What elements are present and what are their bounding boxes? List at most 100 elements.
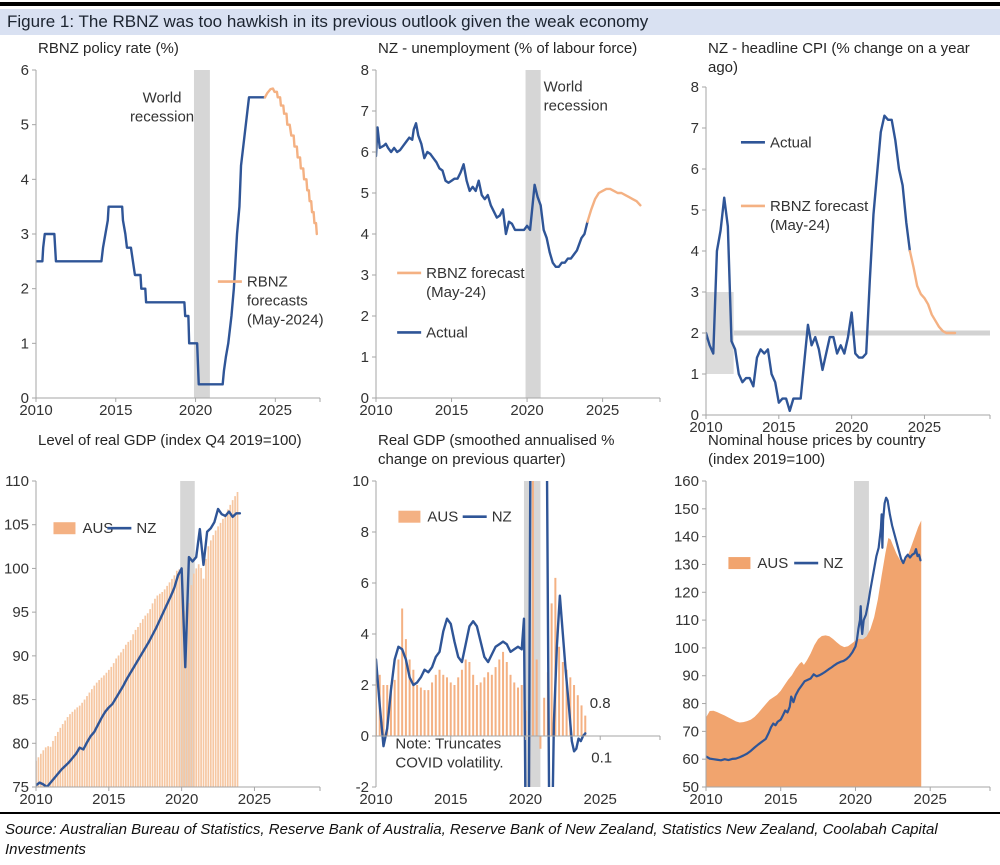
legend-item: Actual bbox=[740, 134, 812, 151]
chart-nz-headline-cpi: NZ - headline CPI (% change on a year ag… bbox=[670, 35, 1000, 436]
svg-text:75: 75 bbox=[12, 779, 29, 796]
svg-text:NZ: NZ bbox=[823, 555, 843, 572]
rbnz-policy-rate-plot: 0 1 2 3 4 5 6 2010 2015 2020 2025 RBNZ forecasts (May… bbox=[19, 62, 323, 419]
annotation: World recession bbox=[130, 89, 194, 125]
legend-item: AUS bbox=[728, 555, 788, 572]
recession-band bbox=[525, 70, 541, 398]
svg-text:7: 7 bbox=[691, 120, 699, 137]
svg-text:NZ: NZ bbox=[136, 520, 156, 537]
svg-text:5: 5 bbox=[361, 185, 369, 202]
svg-text:0: 0 bbox=[361, 728, 369, 745]
svg-text:2020: 2020 bbox=[179, 402, 212, 419]
svg-text:AUS: AUS bbox=[82, 520, 113, 537]
svg-text:160: 160 bbox=[674, 473, 699, 490]
svg-text:90: 90 bbox=[12, 648, 29, 665]
svg-text:NZ: NZ bbox=[492, 509, 512, 526]
real-gdp-growth-plot: -2 0 2 4 6 8 10 2010 2015 2020 2025 AUS NZ 0.8 0.1 Note… bbox=[352, 473, 661, 808]
source-note: Source: Australian Bureau of Statistics,… bbox=[5, 821, 938, 858]
svg-text:8: 8 bbox=[361, 524, 369, 541]
axes: 50 60 70 80 90 100 110 120 130 140 150 160 2010 2015 2… bbox=[674, 473, 991, 808]
annotation: Note: Truncates COVID volatility. bbox=[395, 736, 503, 772]
svg-text:110: 110 bbox=[675, 612, 699, 629]
svg-text:2010: 2010 bbox=[689, 419, 722, 436]
figure-title-band: Figure 1: The RBNZ was too hawkish in it… bbox=[0, 9, 1000, 35]
chart-title: Nominal house prices by country (index 2… bbox=[708, 432, 926, 468]
svg-text:4: 4 bbox=[361, 226, 369, 243]
svg-text:95: 95 bbox=[12, 604, 29, 621]
inflation-target-band bbox=[706, 292, 734, 374]
svg-text:2025: 2025 bbox=[914, 791, 947, 808]
chart-real-gdp-level: Level of real GDP (index Q4 2019=100) 75… bbox=[0, 427, 340, 811]
legend-item: RBNZ forecast (May-24) bbox=[740, 198, 869, 234]
series-rbnz-forecasts-may-2024- bbox=[263, 87, 319, 236]
axes: 0 1 2 3 4 5 6 2010 2015 2020 2025 bbox=[19, 62, 321, 419]
real-gdp-level-plot: 75 80 85 90 95 100 105 110 2010 2015 2020 2025 AUS NZ bbox=[4, 473, 321, 808]
svg-text:4: 4 bbox=[361, 626, 369, 643]
svg-text:Actual: Actual bbox=[770, 134, 812, 151]
svg-text:2020: 2020 bbox=[510, 402, 543, 419]
chart-house-prices: Nominal house prices by country (index 2… bbox=[670, 427, 1000, 811]
svg-text:85: 85 bbox=[12, 692, 29, 709]
svg-text:World: World bbox=[143, 89, 182, 106]
nz-unemployment-plot: 0 1 2 3 4 5 6 7 8 2010 2015 2020 2025 RBNZ forecast (M… bbox=[359, 62, 661, 419]
svg-text:2010: 2010 bbox=[19, 402, 52, 419]
bottom-border-rule bbox=[0, 812, 1000, 814]
legend-item: Actual bbox=[397, 324, 468, 341]
svg-text:105: 105 bbox=[4, 517, 29, 534]
svg-text:10: 10 bbox=[352, 473, 369, 490]
chart-rbnz-policy-rate: RBNZ policy rate (%) 0 1 2 3 4 5 6 2010 2015 2020… bbox=[0, 35, 340, 427]
svg-text:110: 110 bbox=[5, 473, 29, 490]
svg-text:4: 4 bbox=[21, 171, 29, 188]
svg-text:2015: 2015 bbox=[435, 402, 468, 419]
chart-nz-unemployment: NZ - unemployment (% of labour force) 0 1… bbox=[340, 35, 670, 427]
axes: 0 1 2 3 4 5 6 7 8 2010 2015 2020 2025 bbox=[689, 79, 991, 436]
series-nz bbox=[376, 481, 587, 787]
svg-text:0: 0 bbox=[691, 407, 699, 424]
svg-text:50: 50 bbox=[682, 779, 699, 796]
svg-text:2010: 2010 bbox=[19, 791, 52, 808]
series-actual bbox=[376, 122, 589, 269]
nz-headline-cpi-plot: 0 1 2 3 4 5 6 7 8 2010 2015 2020 2025 Actual RBNZ fore… bbox=[689, 79, 991, 436]
svg-text:8: 8 bbox=[361, 62, 369, 79]
svg-text:90: 90 bbox=[682, 668, 699, 685]
svg-text:3: 3 bbox=[691, 284, 699, 301]
series-actual bbox=[706, 114, 912, 413]
svg-text:Actual: Actual bbox=[426, 324, 468, 341]
svg-text:2010: 2010 bbox=[359, 791, 392, 808]
svg-text:2025: 2025 bbox=[586, 402, 619, 419]
svg-text:150: 150 bbox=[674, 501, 699, 518]
svg-text:2: 2 bbox=[361, 308, 369, 325]
svg-text:(May-24): (May-24) bbox=[426, 284, 486, 301]
svg-text:4: 4 bbox=[691, 243, 699, 260]
svg-text:2: 2 bbox=[21, 281, 29, 298]
svg-text:2015: 2015 bbox=[764, 791, 797, 808]
chart-title: NZ - headline CPI (% change on a year ag… bbox=[708, 40, 970, 76]
svg-text:100: 100 bbox=[674, 640, 699, 657]
annotation: 0.8 bbox=[590, 695, 611, 712]
chart-title: NZ - unemployment (% of labour force) bbox=[378, 40, 638, 57]
svg-text:AUS: AUS bbox=[427, 509, 458, 526]
annotation: 0.1 bbox=[591, 750, 612, 767]
svg-text:2025: 2025 bbox=[908, 419, 941, 436]
recession-band bbox=[193, 70, 210, 398]
svg-text:2020: 2020 bbox=[509, 791, 542, 808]
series-nz bbox=[36, 507, 242, 787]
axes: 75 80 85 90 95 100 105 110 2010 2015 2020 2025 bbox=[4, 473, 321, 808]
figure-title: Figure 1: The RBNZ was too hawkish in it… bbox=[7, 12, 649, 31]
series-nz bbox=[706, 496, 922, 762]
svg-text:5: 5 bbox=[691, 202, 699, 219]
svg-text:100: 100 bbox=[4, 560, 29, 577]
svg-text:2015: 2015 bbox=[434, 791, 467, 808]
chart-title: Real GDP (smoothed annualised % change o… bbox=[378, 432, 615, 468]
legend-item: NZ bbox=[794, 555, 843, 572]
legend-item: AUS bbox=[53, 520, 113, 537]
axes: -2 0 2 4 6 8 10 2010 2015 2020 2025 bbox=[352, 473, 661, 808]
svg-text:2015: 2015 bbox=[762, 419, 795, 436]
annotation: World recession bbox=[544, 78, 608, 114]
svg-text:130: 130 bbox=[674, 556, 699, 573]
svg-text:0.1: 0.1 bbox=[591, 750, 612, 767]
svg-text:8: 8 bbox=[691, 79, 699, 96]
legend-item: NZ bbox=[107, 520, 156, 537]
house-prices-plot: 50 60 70 80 90 100 110 120 130 140 150 160 2010 2015 2… bbox=[674, 473, 991, 808]
svg-text:AUS: AUS bbox=[757, 555, 788, 572]
